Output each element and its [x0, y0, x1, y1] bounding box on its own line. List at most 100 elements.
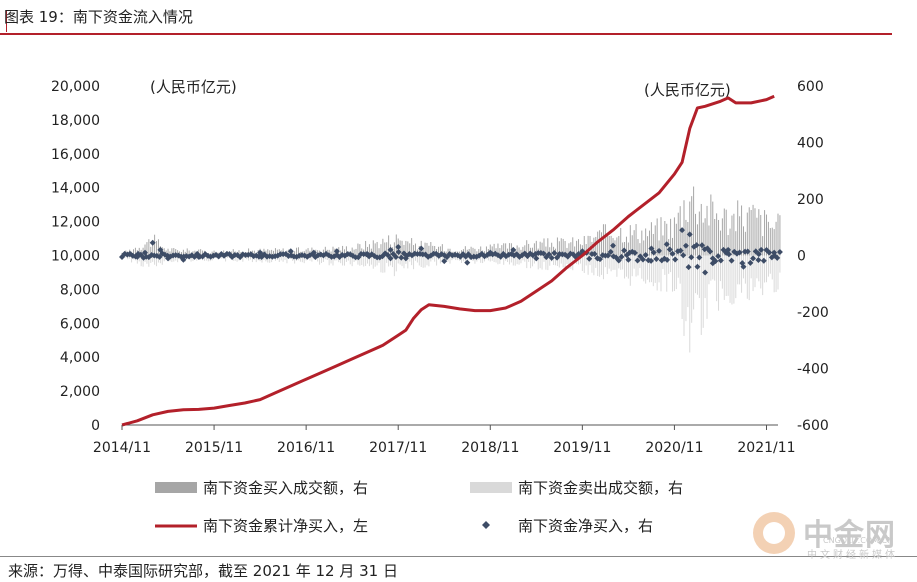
- net-buy-point: [663, 241, 670, 248]
- net-buy-point: [725, 251, 732, 258]
- legend-label-3: 南下资金累计净买入，左: [203, 517, 368, 535]
- net-buy-point: [677, 247, 684, 254]
- cumulative-net-buy-line: [121, 94, 775, 427]
- net-buy-point: [418, 245, 425, 252]
- net-buy-point: [607, 248, 614, 255]
- net-buy-point: [443, 254, 450, 261]
- net-buy-point: [134, 253, 141, 260]
- net-buy-point: [699, 242, 706, 249]
- net-buy-point: [685, 264, 692, 271]
- watermark-name: 中金网: [803, 518, 896, 553]
- net-buy-point: [382, 250, 389, 257]
- net-buy-point: [551, 249, 558, 256]
- left-tick-label: 20,000: [51, 79, 100, 95]
- net-buy-point: [621, 247, 628, 254]
- net-buy-point: [707, 248, 714, 255]
- net-buy-point: [648, 257, 655, 264]
- net-buy-point: [371, 252, 378, 259]
- net-buy-point: [446, 250, 453, 257]
- net-buy-point: [771, 249, 778, 256]
- net-buy-point: [392, 253, 399, 260]
- net-buy-point: [325, 252, 332, 259]
- net-buy-point: [199, 253, 206, 260]
- title-rule: [0, 33, 892, 35]
- net-buy-point: [702, 269, 709, 276]
- net-buy-point: [755, 251, 762, 258]
- net-buy-point: [639, 256, 646, 263]
- net-buy-point: [679, 227, 686, 234]
- right-tick-label: 0: [797, 249, 806, 265]
- net-buy-point: [758, 246, 765, 253]
- legend-swatch-1: [155, 482, 197, 493]
- net-buy-point: [441, 258, 448, 265]
- net-buy-point: [686, 231, 693, 238]
- net-buy-point: [594, 255, 601, 262]
- net-buy-point: [508, 251, 515, 258]
- legend-swatch-2: [470, 482, 512, 493]
- right-tick-label: 200: [797, 192, 824, 208]
- legend-label-1: 南下资金买入成交额，右: [203, 479, 368, 497]
- net-buy-point: [487, 249, 494, 256]
- x-tick-label: 2019/11: [553, 440, 611, 456]
- net-buy-point: [398, 254, 405, 261]
- net-buy-point: [618, 253, 625, 260]
- x-tick-label: 2021/11: [737, 440, 795, 456]
- net-buy-point: [379, 253, 386, 260]
- net-buy-point: [717, 257, 724, 264]
- left-tick-label: 16,000: [51, 147, 100, 163]
- net-buy-point: [492, 250, 499, 257]
- net-buy-point: [776, 248, 783, 255]
- net-buy-point: [755, 256, 762, 263]
- left-tick-label: 12,000: [51, 215, 100, 231]
- net-buy-point: [634, 257, 641, 264]
- net-buy-point: [516, 253, 523, 260]
- left-tick-label: 8,000: [60, 282, 100, 298]
- net-buy-point: [301, 252, 308, 259]
- net-buy-point: [740, 263, 747, 270]
- net-buy-point: [339, 251, 346, 258]
- right-tick-label: -600: [797, 418, 829, 434]
- net-buy-point: [494, 252, 501, 259]
- net-buy-point: [387, 255, 394, 262]
- net-buy-point: [650, 249, 657, 256]
- net-buy-point: [355, 254, 362, 261]
- net-buy-point: [364, 251, 371, 258]
- net-buy-point: [615, 257, 622, 264]
- left-tick-label: 6,000: [60, 316, 100, 332]
- right-tick-label: 600: [797, 79, 824, 95]
- net-buy-point: [709, 255, 716, 262]
- left-tick-label: 4,000: [60, 350, 100, 366]
- source-note: 来源：万得、中泰国际研究部，截至 2021 年 12 月 31 日: [8, 562, 398, 580]
- net-buy-point: [625, 256, 632, 263]
- net-buy-point: [591, 250, 598, 257]
- net-buy-point: [605, 252, 612, 259]
- net-buy-point: [142, 249, 149, 256]
- net-buy-point: [180, 256, 187, 263]
- net-buy-markers: [119, 227, 783, 276]
- net-buy-point: [610, 242, 617, 249]
- net-buy-point: [728, 257, 735, 264]
- net-buy-point: [556, 251, 563, 258]
- footer-rule: [0, 556, 917, 557]
- right-tick-label: 400: [797, 136, 824, 152]
- net-buy-point: [165, 255, 172, 262]
- net-buy-point: [599, 252, 606, 259]
- legend-label-2: 南下资金卖出成交额，右: [518, 479, 683, 497]
- net-buy-point: [693, 242, 700, 249]
- watermark-slogan: 中文财经新媒体: [807, 550, 898, 561]
- net-buy-point: [680, 252, 687, 259]
- net-buy-point: [656, 247, 663, 254]
- net-buy-point: [747, 259, 754, 266]
- x-tick-label: 2020/11: [645, 440, 703, 456]
- net-buy-point: [666, 246, 673, 253]
- left-tick-label: 0: [91, 418, 100, 434]
- left-tick-label: 10,000: [51, 249, 100, 265]
- net-buy-point: [533, 255, 540, 262]
- net-buy-point: [156, 253, 163, 260]
- net-buy-point: [126, 251, 133, 258]
- legend-swatch-4: [482, 521, 490, 529]
- right-tick-label: -200: [797, 305, 829, 321]
- net-buy-point: [149, 239, 156, 246]
- net-buy-point: [725, 246, 732, 253]
- net-buy-point: [760, 257, 767, 264]
